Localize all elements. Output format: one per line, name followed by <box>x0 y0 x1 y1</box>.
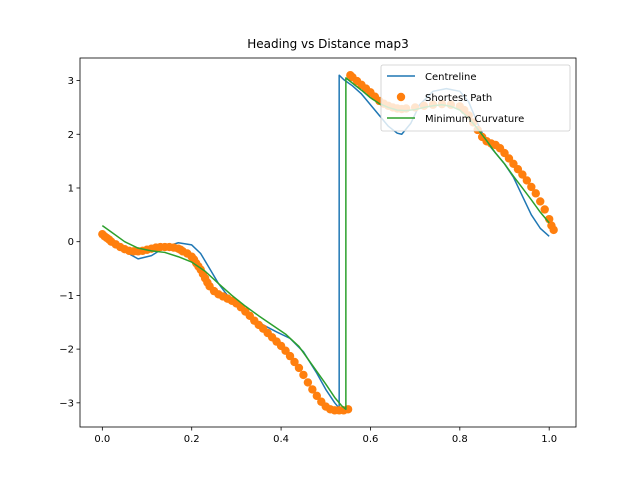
data-point-shortest-path <box>294 363 304 373</box>
series-line-minimum-curvature <box>101 77 550 411</box>
data-point-shortest-path <box>308 385 317 394</box>
legend-marker-shortest-path <box>396 92 406 102</box>
y-tick-label: −2 <box>59 345 74 356</box>
legend-label-shortest-path: Shortest Path <box>425 93 492 104</box>
y-tick-label: −3 <box>59 398 74 409</box>
legend-label-centreline: Centreline <box>425 72 476 83</box>
y-tick-label: 2 <box>68 130 74 141</box>
chart-title: Heading vs Distance map3 <box>247 37 409 51</box>
data-point-shortest-path <box>299 370 308 380</box>
data-point-shortest-path <box>531 189 540 198</box>
y-tick-label: 3 <box>68 76 74 87</box>
data-point-shortest-path <box>290 357 299 367</box>
legend: Centreline Shortest Path Minimum Curvature <box>380 64 571 132</box>
x-tick-label: 0.4 <box>273 434 289 445</box>
axes-frame <box>79 57 577 428</box>
data-point-shortest-path <box>527 182 536 192</box>
x-tick-label: 0.2 <box>184 434 200 445</box>
x-tick-label: 0.0 <box>94 434 110 445</box>
y-tick-label: −1 <box>59 291 74 302</box>
axes: 0.0 0.2 0.4 0.6 0.8 1.0 −3 −2 −1 0 1 2 3 <box>59 57 577 445</box>
data-point-shortest-path <box>522 176 532 185</box>
x-tick-label: 0.6 <box>362 434 378 445</box>
x-tick-label: 0.8 <box>452 434 468 445</box>
data-point-shortest-path <box>303 378 313 387</box>
y-tick-label: 0 <box>68 237 74 248</box>
y-tick-label: 1 <box>68 183 74 194</box>
data-point-shortest-path <box>312 391 322 401</box>
data-point-shortest-path <box>540 205 549 214</box>
data-point-shortest-path <box>518 170 527 179</box>
x-tick-label: 1.0 <box>541 434 557 445</box>
legend-label-minimum-curvature: Minimum Curvature <box>425 114 524 125</box>
data-point-shortest-path <box>549 225 558 235</box>
data-point-shortest-path <box>536 197 545 206</box>
data-point-shortest-path <box>285 351 295 361</box>
legend-box <box>380 64 571 132</box>
